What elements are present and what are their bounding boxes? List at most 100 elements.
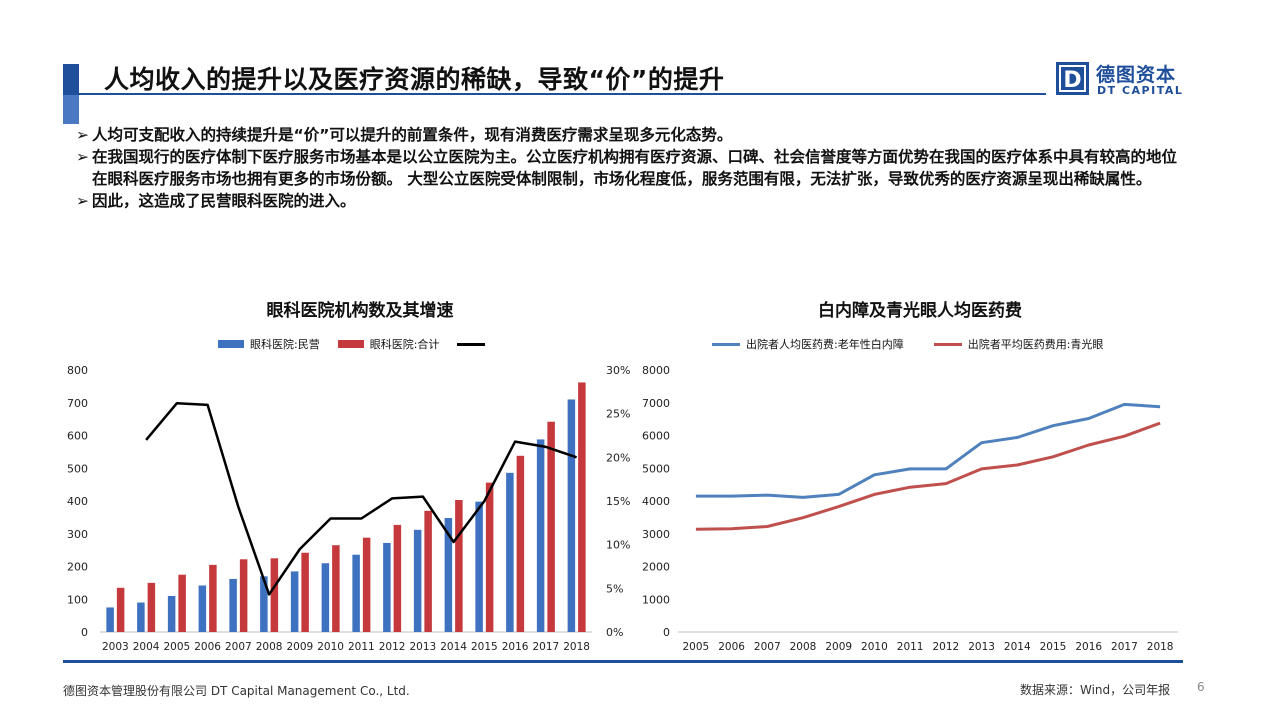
bar-private <box>290 571 299 632</box>
legend-swatch <box>457 342 486 346</box>
x-tick-label: 2010 <box>861 641 888 653</box>
x-tick-label: 2014 <box>440 641 467 653</box>
svg-text:D: D <box>1063 68 1081 93</box>
bar-total <box>209 564 217 632</box>
legend-item: 眼科医院:民营 <box>218 336 320 352</box>
bullet-text: 因此，这造成了民营眼科医院的进入。 <box>92 192 356 210</box>
bullet-list: ➢ 人均可支配收入的持续提升是“价”可以提升的前置条件，现有消费医疗需求呈现多元… <box>76 124 1186 212</box>
chart2-title: 白内障及青光眼人均医药费 <box>818 301 1022 321</box>
bar-private <box>106 607 114 632</box>
chart2-plot: 0 1000 2000 3000 4000 5000 6000 7000 8000 2005 200… <box>642 364 1178 653</box>
x-tick-label: 2013 <box>410 641 437 653</box>
bullet-text: 人均可支配收入的持续提升是“价”可以提升的前置条件，现有消费医疗需求呈现多元化态… <box>92 126 733 144</box>
y-tick-label: 5000 <box>642 462 670 475</box>
x-tick-label: 2015 <box>1040 641 1067 653</box>
y-tick-label-right: 0% <box>606 626 623 639</box>
legend-swatch <box>712 342 740 346</box>
arrow-bullet-icon: ➢ <box>76 126 89 144</box>
chart2-legend: 出院者人均医药费:老年性白内障 出院者平均医药费用:青光眼 <box>712 336 1121 352</box>
y-tick-label-right: 30% <box>606 364 630 377</box>
x-tick-label: 2006 <box>718 641 745 653</box>
y-tick-label-left: 200 <box>67 561 88 574</box>
arrow-bullet-icon: ➢ <box>76 148 89 166</box>
legend-label: 眼科医院:民营 <box>250 338 320 351</box>
footer-source: 数据来源：Wind，公司年报 <box>1020 683 1171 697</box>
title-divider <box>78 93 1046 95</box>
logo-d-icon: D <box>1059 65 1086 93</box>
page-number: 6 <box>1197 680 1205 694</box>
series-line-glaucoma <box>695 421 1161 531</box>
bar-private <box>352 554 360 632</box>
footer-divider <box>63 660 1183 663</box>
chart1-legend: 眼科医院:民营 眼科医院:合计 <box>218 336 509 352</box>
y-tick-label-right: 15% <box>606 495 630 508</box>
y-tick-label: 4000 <box>642 495 670 508</box>
bar-private <box>444 518 453 632</box>
x-tick-label: 2010 <box>317 641 344 653</box>
bar-total <box>393 524 402 632</box>
bar-total <box>362 537 371 632</box>
y-tick-label-left: 600 <box>67 430 88 443</box>
bar-total <box>301 552 309 632</box>
series-line-cataract <box>695 402 1161 499</box>
x-tick-label: 2012 <box>379 641 406 653</box>
legend-item: 出院者人均医药费:老年性白内障 <box>712 336 904 352</box>
y-tick-label: 7000 <box>642 397 670 410</box>
x-tick-label: 2013 <box>968 641 995 653</box>
x-tick-label: 2008 <box>256 641 283 653</box>
y-tick-label-left: 500 <box>67 462 88 475</box>
y-tick-label: 8000 <box>642 364 670 377</box>
x-tick-label: 2007 <box>754 641 781 653</box>
bar-total <box>332 545 340 632</box>
bullet-item: ➢ 人均可支配收入的持续提升是“价”可以提升的前置条件，现有消费医疗需求呈现多元… <box>76 124 1186 146</box>
bar-private <box>536 439 545 632</box>
x-tick-label: 2008 <box>790 641 817 653</box>
chart1-plot: 0 100 200 300 400 500 600 700 800 0% 5% 10% 15% 20% 25… <box>67 364 630 653</box>
x-tick-label: 2017 <box>533 641 560 653</box>
bar-total <box>147 582 156 632</box>
y-tick-label-left: 700 <box>67 397 88 410</box>
legend-swatch <box>218 340 244 348</box>
bar-private <box>475 501 483 632</box>
bar-total <box>547 421 555 632</box>
y-tick-label: 3000 <box>642 528 670 541</box>
bar-private <box>260 576 268 632</box>
bar-total <box>116 587 125 632</box>
y-tick-label-left: 800 <box>67 364 88 377</box>
x-tick-label: 2018 <box>563 641 590 653</box>
bar-private <box>137 602 145 632</box>
y-tick-label-right: 25% <box>606 408 630 421</box>
logo-text-cn: 德图资本 <box>1096 64 1177 86</box>
bar-total <box>485 482 494 632</box>
bar-total <box>455 500 463 632</box>
x-tick-label: 2009 <box>825 641 852 653</box>
legend-label: 出院者人均医药费:老年性白内障 <box>746 338 904 351</box>
arrow-bullet-icon: ➢ <box>76 192 89 210</box>
bar-private <box>506 472 514 632</box>
y-tick-label: 1000 <box>642 593 670 606</box>
x-tick-label: 2007 <box>225 641 252 653</box>
x-tick-label: 2006 <box>194 641 221 653</box>
legend-swatch <box>337 340 364 348</box>
x-tick-label: 2003 <box>102 641 129 653</box>
legend-label: 出院者平均医药费用:青光眼 <box>967 338 1104 351</box>
page-title: 人均收入的提升以及医疗资源的稀缺，导致“价”的提升 <box>104 65 725 94</box>
legend-swatch <box>933 342 962 346</box>
legend-item: 出院者平均医药费用:青光眼 <box>933 336 1104 352</box>
legend-item <box>457 342 491 346</box>
y-tick-label: 2000 <box>642 561 670 574</box>
bar-private <box>321 563 330 632</box>
y-tick-label: 6000 <box>642 430 670 443</box>
bar-private <box>229 578 237 632</box>
x-tick-label: 2011 <box>897 641 924 653</box>
title-accent-bar-light <box>63 95 79 124</box>
y-tick-label-left: 0 <box>81 626 88 639</box>
x-tick-label: 2009 <box>287 641 314 653</box>
x-tick-label: 2012 <box>932 641 959 653</box>
x-tick-label: 2016 <box>502 641 529 653</box>
chart1-title: 眼科医院机构数及其增速 <box>266 301 454 321</box>
y-tick-label-left: 400 <box>67 495 88 508</box>
bar-total <box>578 382 586 632</box>
bar-private <box>383 542 391 632</box>
y-tick-label-right: 20% <box>606 451 630 464</box>
